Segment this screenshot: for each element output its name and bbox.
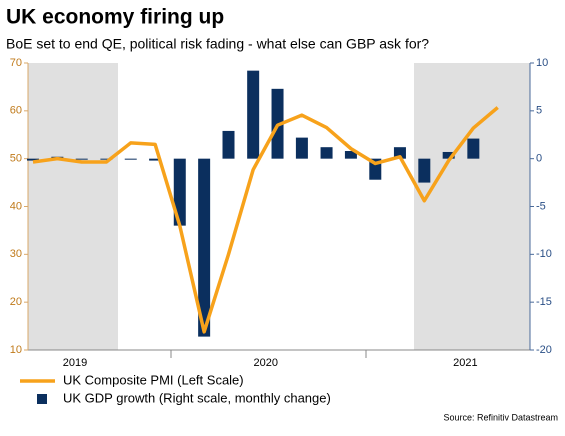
legend-label: UK Composite PMI (Left Scale) <box>63 372 244 387</box>
bar <box>344 151 357 159</box>
bar <box>442 151 455 159</box>
bar <box>149 158 162 161</box>
x-tick-label: 2019 <box>63 357 87 369</box>
bar <box>393 147 406 159</box>
y-tick-label: 50 <box>10 153 22 165</box>
line <box>32 106 499 334</box>
legend-swatch <box>37 394 47 404</box>
y2-tick-label: 0 <box>536 153 542 165</box>
bar <box>320 147 333 159</box>
bar <box>75 158 88 160</box>
chart-title: UK economy firing up <box>6 6 224 29</box>
y2-tick-label: -10 <box>536 248 552 260</box>
y-tick-label: 30 <box>10 248 22 260</box>
x-tick-label: 2021 <box>453 357 477 369</box>
bar <box>124 158 137 160</box>
y-tick-label: 20 <box>10 296 22 308</box>
y2-tick-label: -15 <box>536 296 552 308</box>
legend-label: UK GDP growth (Right scale, monthly chan… <box>63 390 331 405</box>
y-tick-label: 60 <box>10 105 22 117</box>
x-tick-label: 2020 <box>254 357 278 369</box>
bar <box>418 158 431 183</box>
bar <box>100 158 113 160</box>
bar <box>173 158 186 226</box>
source: Source: Refinitiv Datastream <box>443 412 558 422</box>
bar <box>467 138 480 159</box>
y2-tick-label: 10 <box>536 57 548 69</box>
shade <box>414 63 530 350</box>
bar <box>222 130 235 159</box>
y2-tick-label: -20 <box>536 344 552 356</box>
chart-subtitle: BoE set to end QE, political risk fading… <box>6 36 429 52</box>
y-tick-label: 70 <box>10 57 22 69</box>
y2-tick-label: -5 <box>536 200 546 212</box>
y-tick-label: 40 <box>10 200 22 212</box>
shade <box>28 63 118 350</box>
bar <box>247 70 260 159</box>
bar <box>26 158 39 161</box>
bar <box>295 137 308 159</box>
y-tick-label: 10 <box>10 344 22 356</box>
bar <box>198 158 211 337</box>
y2-tick-label: 5 <box>536 105 542 117</box>
